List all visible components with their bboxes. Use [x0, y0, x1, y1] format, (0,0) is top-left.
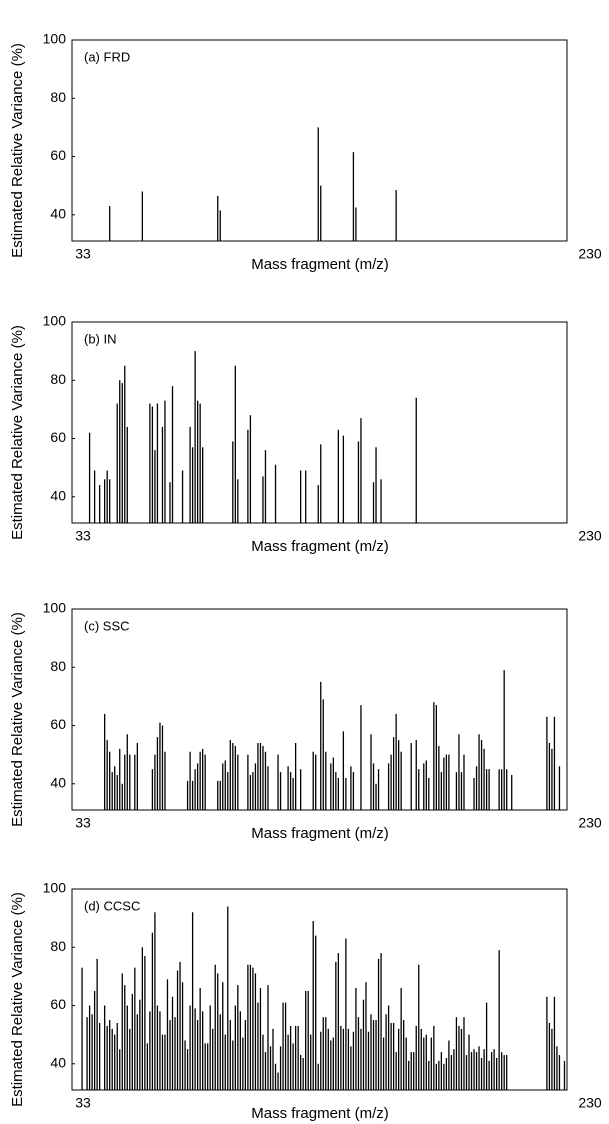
x-tick-label: 230 — [578, 815, 602, 831]
y-tick-label: 40 — [50, 774, 66, 790]
y-axis-label: Estimated Relative Variance (%) — [9, 892, 26, 1107]
plot-frame — [71, 888, 568, 1091]
y-tick-label: 60 — [50, 429, 66, 445]
x-tick-label: 33 — [75, 815, 91, 831]
panel: (a) FRD Estimated Relative Variance (%) Ma… — [9, 31, 602, 273]
y-axis-label: Estimated Relative Variance (%) — [9, 325, 26, 540]
x-axis-label: Mass fragment (m/z) — [251, 538, 389, 555]
x-axis-label: Mass fragment (m/z) — [251, 256, 389, 273]
panel-title: (d) CCSC — [84, 898, 140, 913]
x-axis-label: Mass fragment (m/z) — [251, 825, 389, 842]
plot-frame — [71, 608, 568, 811]
y-tick-label: 100 — [43, 880, 67, 896]
y-axis-label: Estimated Relative Variance (%) — [9, 43, 26, 258]
x-tick-label: 33 — [75, 246, 91, 262]
panel-title: (c) SSC — [84, 618, 130, 633]
panel-title: (b) IN — [84, 331, 117, 346]
y-tick-label: 40 — [50, 1054, 66, 1070]
panel: (c) SSC Estimated Relative Variance (%) Ma… — [9, 600, 602, 842]
y-axis-label: Estimated Relative Variance (%) — [9, 612, 26, 827]
plot-frame — [71, 321, 568, 524]
y-tick-label: 40 — [50, 487, 66, 503]
x-tick-label: 33 — [75, 1095, 91, 1111]
y-tick-label: 80 — [50, 938, 66, 954]
y-tick-label: 80 — [50, 89, 66, 105]
plot-frame — [71, 39, 568, 242]
y-tick-label: 80 — [50, 658, 66, 674]
x-axis-label: Mass fragment (m/z) — [251, 1105, 389, 1122]
panel: (d) CCSC Estimated Relative Variance (%) M… — [9, 880, 602, 1122]
panel-title: (a) FRD — [84, 49, 130, 64]
x-tick-label: 230 — [578, 246, 602, 262]
x-tick-label: 33 — [75, 528, 91, 544]
y-tick-label: 40 — [50, 205, 66, 221]
y-tick-label: 80 — [50, 371, 66, 387]
y-tick-label: 60 — [50, 147, 66, 163]
x-tick-label: 230 — [578, 1095, 602, 1111]
y-tick-label: 100 — [43, 31, 67, 47]
panel: (b) IN Estimated Relative Variance (%) Mas… — [9, 313, 602, 555]
y-tick-label: 60 — [50, 996, 66, 1012]
y-tick-label: 60 — [50, 716, 66, 732]
y-tick-label: 100 — [43, 313, 67, 329]
y-tick-label: 100 — [43, 600, 67, 616]
x-tick-label: 230 — [578, 528, 602, 544]
